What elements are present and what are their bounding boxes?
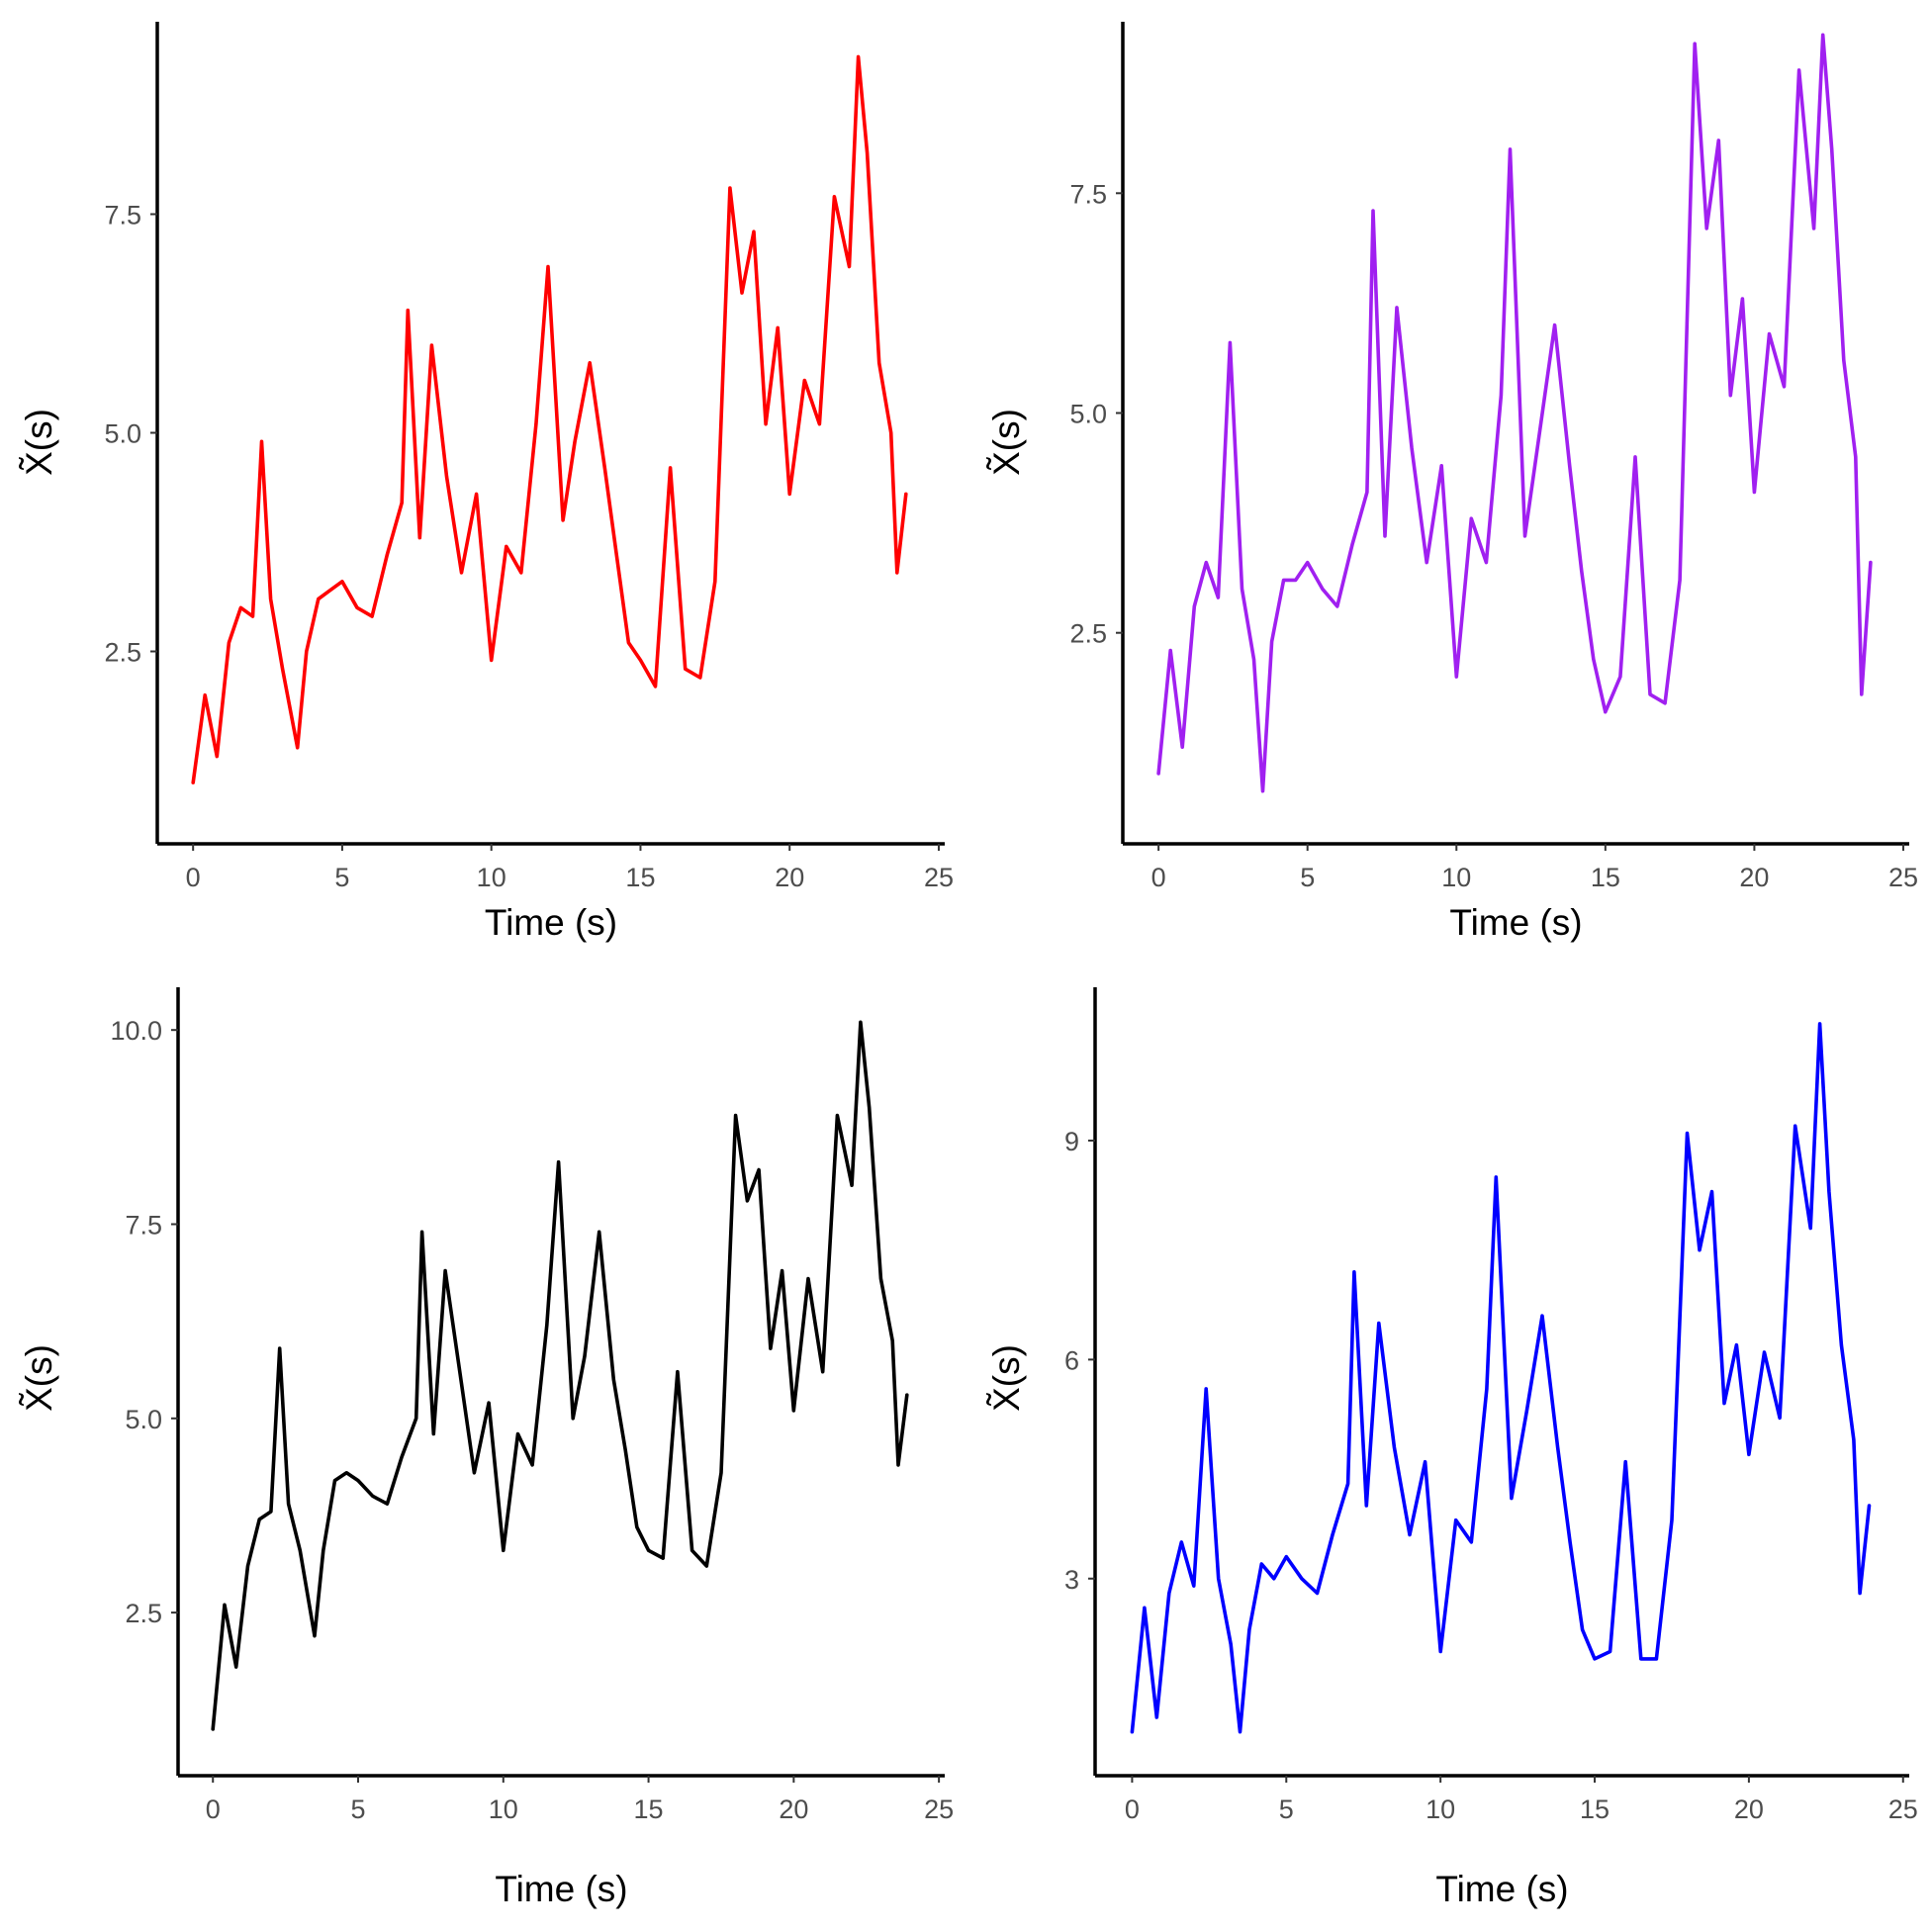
series-line: [191, 54, 908, 784]
x-tick-label: 15: [625, 863, 655, 892]
x-tick-label: 5: [350, 1794, 365, 1824]
y-axis-title: X̃(s): [19, 409, 59, 476]
y-tick-label: 5.0: [1069, 400, 1107, 429]
y-tick-label: 9: [1064, 1127, 1079, 1156]
x-tick-label: 0: [1125, 1794, 1140, 1824]
x-tick-label: 25: [924, 1794, 954, 1824]
x-tick-label: 25: [924, 863, 954, 892]
x-tick-label: 0: [206, 1794, 221, 1824]
x-tick-label: 10: [1441, 863, 1471, 892]
x-tick-label: 20: [1734, 1794, 1764, 1824]
y-tick-label: 3: [1064, 1565, 1079, 1595]
y-tick-label: 7.5: [104, 200, 141, 230]
x-tick-label: 5: [1300, 863, 1315, 892]
y-tick-label: 5.0: [125, 1405, 162, 1434]
x-tick-label: 25: [1888, 863, 1918, 892]
y-tick-label: 2.5: [125, 1599, 162, 1628]
x-tick-label: 10: [1426, 1794, 1455, 1824]
x-tick-label: 15: [1591, 863, 1620, 892]
series-line: [1156, 33, 1873, 793]
y-tick-label: 5.0: [104, 419, 141, 449]
x-tick-label: 0: [186, 863, 201, 892]
x-tick-label: 0: [1151, 863, 1166, 892]
x-tick-label: 5: [334, 863, 349, 892]
panel-top-right: 0 5 10 15 20 25 2.5 5.0 7.5 Time (s) X̃(s): [986, 22, 1918, 943]
x-tick-label: 5: [1279, 1794, 1294, 1824]
y-tick-label: 10.0: [110, 1016, 162, 1046]
x-tick-label: 20: [1739, 863, 1769, 892]
y-tick-label: 6: [1064, 1345, 1079, 1375]
y-tick-label: 7.5: [125, 1210, 162, 1240]
series-line: [211, 1020, 909, 1731]
y-axis-title: X̃(s): [19, 1344, 59, 1412]
panel-bottom-right: 0 5 10 15 20 25 3 6 9 Time (s) X̃(s): [986, 987, 1918, 1909]
y-axis-title: X̃(s): [986, 1344, 1027, 1412]
x-tick-label: 20: [775, 863, 804, 892]
y-tick-label: 2.5: [1069, 619, 1107, 649]
x-tick-label: 10: [489, 1794, 518, 1824]
x-tick-label: 20: [779, 1794, 808, 1824]
y-tick-label: 2.5: [104, 638, 141, 668]
y-tick-label: 7.5: [1069, 179, 1107, 209]
panel-top-left: 0 5 10 15 20 25 2.5 5.0 7.5 Time (s) X̃(s): [19, 22, 954, 943]
y-axis-title: X̃(s): [986, 409, 1027, 476]
x-tick-label: 15: [1580, 1794, 1610, 1824]
x-tick-label: 10: [477, 863, 506, 892]
x-tick-label: 25: [1888, 1794, 1918, 1824]
panel-bottom-left: 0 5 10 15 20 25 2.5 5.0 7.5 10.0 Time (s) X̃(s): [19, 987, 954, 1909]
series-line: [1130, 1022, 1872, 1734]
x-axis-title: Time (s): [1435, 1869, 1568, 1909]
x-axis-title: Time (s): [1449, 902, 1582, 943]
x-axis-title: Time (s): [485, 902, 617, 943]
x-tick-label: 15: [634, 1794, 664, 1824]
x-axis-title: Time (s): [495, 1869, 627, 1909]
